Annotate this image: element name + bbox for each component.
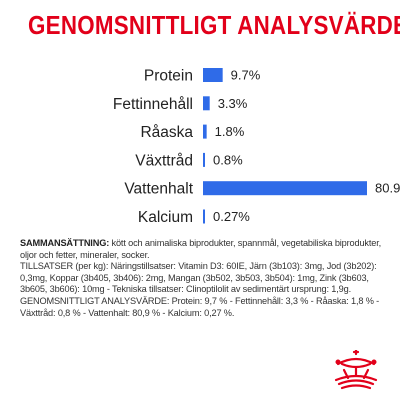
crown-icon (334, 350, 378, 390)
category-label: Protein (144, 68, 193, 85)
value-label: 0.8% (213, 152, 243, 167)
bar (203, 96, 210, 111)
page-title: GENOMSNITTLIGT ANALYSVÄRDE (28, 10, 400, 40)
bar (203, 152, 205, 167)
composition-heading: SAMMANSÄTTNING: (20, 238, 110, 248)
value-label: 80.9% (375, 181, 400, 196)
category-label: Vattenhalt (124, 181, 193, 198)
composition-paragraph: SAMMANSÄTTNING: kött och animaliska bipr… (20, 238, 388, 261)
value-label: 9.7% (231, 68, 261, 83)
category-label: Kalcium (138, 209, 193, 226)
category-label: Fettinnehåll (113, 96, 193, 113)
value-label: 3.3% (218, 96, 248, 111)
analysis-chart: Protein 9.7% Fettinnehåll 3.3% Råaska 1.8% Väx… (113, 68, 400, 227)
value-label: 1.8% (215, 124, 245, 139)
bar (203, 181, 367, 196)
additives-paragraph: TILLSATSER (per kg): Näringstillsatser: … (20, 261, 377, 295)
bar (203, 124, 207, 139)
composition-body: kött och animaliska biprodukter, spannmå… (20, 238, 382, 260)
composition-text: SAMMANSÄTTNING: kött och animaliska bipr… (20, 238, 388, 319)
bar (203, 68, 223, 82)
category-label: Råaska (140, 124, 193, 141)
value-label: 0.27% (213, 209, 250, 224)
category-label: Växttråd (135, 152, 193, 169)
bar (203, 209, 205, 224)
analysis-paragraph: GENOMSNITTLIGT ANALYSVÄRDE: Protein: 9,7… (20, 295, 380, 318)
